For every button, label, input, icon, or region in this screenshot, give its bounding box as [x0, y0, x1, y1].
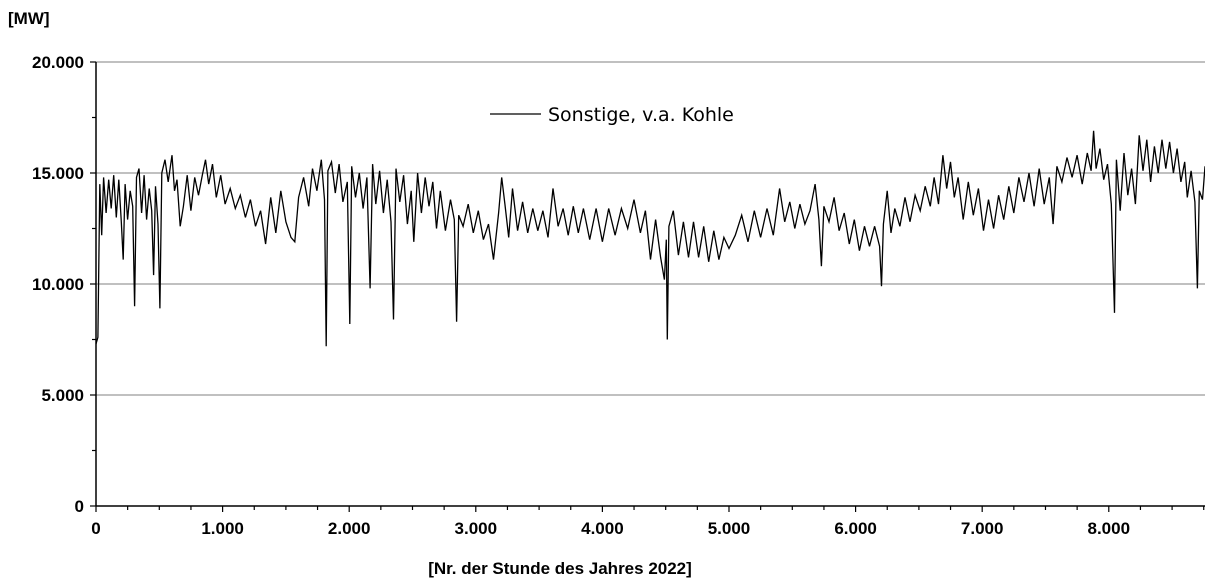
x-tick-label-4: 4.000: [581, 519, 624, 538]
legend-label: Sonstige, v.a. Kohle: [548, 104, 734, 126]
y-tick-label-1: 5.000: [41, 386, 84, 405]
y-axis-title: [MW]: [8, 9, 50, 28]
series-line-0: [95, 130, 1205, 347]
axes: [90, 61, 1205, 512]
grid-lines: [96, 61, 1205, 396]
legend: Sonstige, v.a. Kohle: [490, 104, 734, 126]
x-tick-label-8: 8.000: [1088, 519, 1131, 538]
x-axis-title: [Nr. der Stunde des Jahres 2022]: [428, 559, 692, 578]
x-tick-label-1: 1.000: [201, 519, 244, 538]
y-tick-label-0: 0: [75, 497, 84, 516]
y-tick-label-3: 15.000: [32, 164, 84, 183]
x-tick-label-3: 3.000: [455, 519, 498, 538]
x-tick-label-5: 5.000: [708, 519, 751, 538]
x-tick-label-0: 0: [91, 519, 100, 538]
x-tick-label-7: 7.000: [961, 519, 1004, 538]
x-tick-label-2: 2.000: [328, 519, 371, 538]
series: [95, 130, 1205, 347]
y-tick-label-4: 20.000: [32, 53, 84, 72]
y-tick-label-2: 10.000: [32, 275, 84, 294]
tick-labels: 0 5.000 10.000 15.000 20.000 0 1.000 2.000 3.000…: [32, 53, 1130, 538]
x-tick-label-6: 6.000: [834, 519, 877, 538]
